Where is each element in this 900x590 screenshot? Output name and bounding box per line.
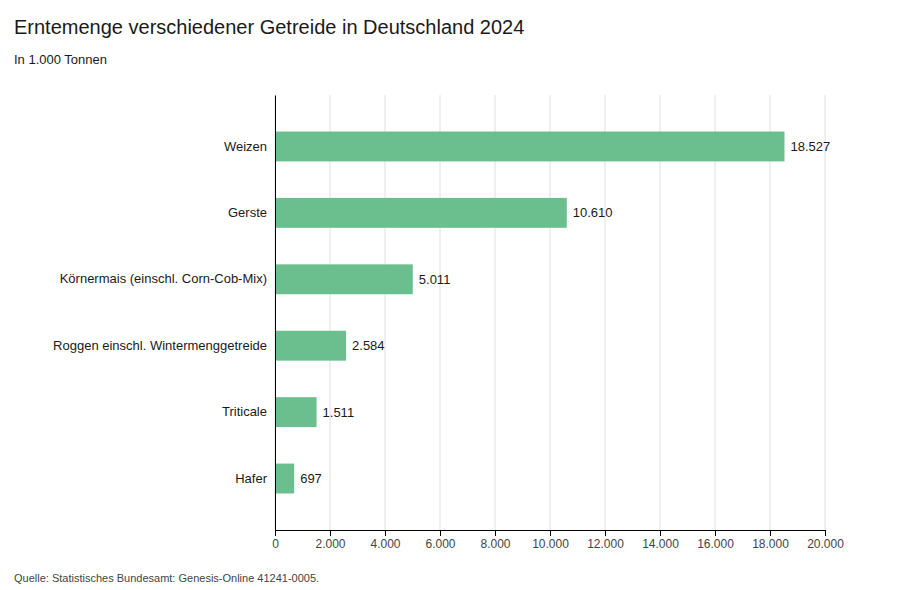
y-tick: Weizen [224, 139, 267, 154]
axis-line [275, 96, 276, 531]
bar [275, 397, 317, 427]
bars [275, 132, 784, 494]
x-tick: 14.000 [642, 530, 679, 551]
tick-mark [770, 530, 771, 536]
y-tick: Körnermais (einschl. Corn-Cob-Mix) [60, 271, 267, 286]
x-tick: 8.000 [480, 530, 510, 551]
category-label: Körnermais (einschl. Corn-Cob-Mix) [60, 271, 267, 286]
category-label: Weizen [224, 139, 267, 154]
tick-label: 14.000 [642, 537, 679, 551]
tick-mark [550, 530, 551, 536]
tick-label: 6.000 [425, 537, 455, 551]
tick-mark [440, 530, 441, 536]
bar [275, 331, 346, 361]
data-label: 2.584 [352, 338, 385, 353]
bar [275, 464, 294, 494]
plot: 0 2.000 4.000 6.000 8.000 10.000 12.000 14.000 1… [53, 95, 844, 551]
bar [275, 198, 567, 228]
tick-mark [660, 530, 661, 536]
x-tick: 4.000 [370, 530, 400, 551]
grid-line [275, 95, 276, 530]
x-tick: 20.000 [807, 530, 844, 551]
tick-label: 16.000 [697, 537, 734, 551]
data-label: 5.011 [419, 272, 451, 287]
chart: Erntemenge verschiedener Getreide in Deu… [0, 0, 900, 590]
data-label: 10.610 [573, 205, 613, 220]
data-label: 697 [300, 471, 322, 486]
source-note: Quelle: Statistisches Bundesamt: Genesis… [14, 572, 319, 584]
y-tick: Roggen einschl. Wintermenggetreide [53, 338, 267, 353]
tick-mark [275, 530, 276, 536]
tick-label: 10.000 [532, 537, 569, 551]
x-tick: 6.000 [425, 530, 455, 551]
tick-label: 4.000 [370, 537, 400, 551]
y-tick: Gerste [228, 205, 267, 220]
tick-mark [495, 530, 496, 536]
x-tick: 16.000 [697, 530, 734, 551]
tick-label: 20.000 [807, 537, 844, 551]
x-axis: 0 2.000 4.000 6.000 8.000 10.000 12.000 14.000 1… [272, 530, 844, 551]
category-label: Gerste [228, 205, 267, 220]
x-tick: 2.000 [315, 530, 345, 551]
tick-mark [330, 530, 331, 536]
tick-label: 2.000 [315, 537, 345, 551]
y-axis: Hafer Triticale Roggen einschl. Wintermeng… [53, 96, 275, 531]
x-tick: 12.000 [587, 530, 624, 551]
bar [275, 264, 413, 294]
grid-line [825, 95, 826, 530]
tick-label: 0 [272, 537, 279, 551]
category-label: Triticale [222, 404, 267, 419]
y-tick: Hafer [235, 471, 267, 486]
axis-line [276, 531, 826, 537]
data-label: 18.527 [790, 139, 830, 154]
tick-mark [385, 530, 386, 536]
data-label: 1.511 [323, 405, 355, 420]
tick-label: 8.000 [480, 537, 510, 551]
data-labels: 697 1.511 2.584 5.011 10.610 18.527 [300, 139, 830, 486]
grid [275, 95, 825, 530]
category-label: Hafer [235, 471, 267, 486]
x-tick: 0 [272, 530, 279, 551]
x-tick: 18.000 [752, 530, 789, 551]
tick-mark [825, 530, 826, 536]
tick-mark [715, 530, 716, 536]
tick-label: 12.000 [587, 537, 624, 551]
tick-label: 18.000 [752, 537, 789, 551]
category-label: Roggen einschl. Wintermenggetreide [53, 338, 267, 353]
bar [275, 132, 784, 162]
y-tick: Triticale [222, 404, 267, 419]
tick-mark [605, 530, 606, 536]
subtitle: In 1.000 Tonnen [14, 52, 107, 67]
title: Erntemenge verschiedener Getreide in Deu… [14, 16, 524, 38]
x-tick: 10.000 [532, 530, 569, 551]
